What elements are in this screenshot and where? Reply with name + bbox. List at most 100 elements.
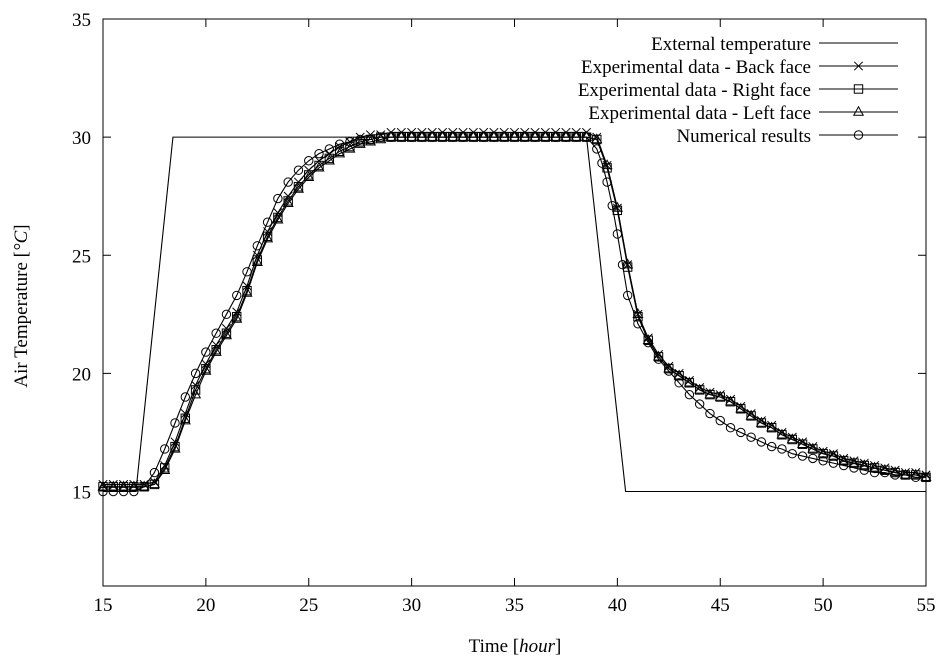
data-point	[725, 423, 736, 433]
data-point	[324, 144, 335, 154]
data-point	[632, 308, 644, 319]
data-point	[252, 241, 263, 251]
data-point	[139, 482, 149, 492]
x-tick-label: 50	[814, 595, 833, 616]
data-point	[252, 255, 263, 265]
data-point	[786, 433, 798, 444]
y-tick-label: 15	[72, 483, 91, 504]
data-point	[448, 132, 458, 142]
data-point	[715, 415, 725, 426]
data-point	[376, 132, 386, 142]
data-point	[591, 133, 603, 144]
data-point	[386, 132, 396, 142]
data-point	[148, 478, 160, 489]
data-point	[839, 460, 849, 471]
data-point	[467, 130, 479, 141]
data-point	[282, 197, 294, 207]
data-point	[395, 130, 407, 141]
data-point	[242, 267, 252, 277]
legend-entry-label: External temperature	[651, 34, 811, 55]
data-point	[293, 165, 304, 175]
x-tick-label: 15	[94, 595, 113, 616]
data-point	[211, 328, 221, 338]
data-point	[611, 201, 623, 212]
data-point	[292, 182, 305, 193]
data-point	[251, 256, 263, 267]
data-point	[921, 472, 931, 483]
data-point	[550, 130, 562, 141]
data-point	[617, 260, 628, 270]
data-point	[570, 130, 582, 141]
data-point	[735, 402, 747, 413]
legend-entry-label: Experimental data - Right face	[578, 80, 811, 101]
data-point	[344, 142, 356, 153]
data-point	[211, 345, 221, 355]
data-point	[508, 130, 521, 141]
data-point	[406, 132, 417, 142]
data-point	[314, 148, 324, 159]
data-point	[838, 454, 850, 465]
data-point	[221, 328, 232, 338]
data-point	[426, 130, 438, 141]
data-point	[210, 345, 222, 356]
data-point	[169, 442, 181, 453]
data-point	[694, 383, 706, 394]
data-point	[714, 390, 726, 401]
data-point	[633, 319, 643, 329]
data-point	[674, 378, 684, 388]
data-point	[797, 451, 808, 461]
data-point	[869, 461, 881, 472]
data-point	[560, 130, 572, 141]
data-point	[107, 480, 119, 491]
data-point	[190, 368, 201, 379]
data-point	[529, 130, 541, 141]
data-point	[160, 463, 170, 473]
data-point	[262, 217, 273, 227]
y-tick-label: 20	[72, 364, 91, 385]
data-point	[890, 470, 900, 480]
data-point	[478, 132, 489, 142]
data-point	[427, 132, 437, 142]
data-point	[705, 408, 715, 419]
data-point	[385, 130, 397, 141]
x-axis-label: Time [hour]	[469, 636, 562, 657]
data-point	[520, 132, 530, 142]
data-point	[601, 159, 613, 170]
data-point	[848, 456, 860, 467]
data-point	[313, 161, 325, 172]
data-point	[550, 132, 561, 142]
series-line	[103, 136, 927, 488]
data-point	[787, 449, 797, 459]
data-point	[796, 438, 809, 448]
data-point	[468, 132, 479, 142]
data-point	[447, 130, 459, 141]
data-point	[364, 135, 377, 146]
data-point	[283, 177, 293, 187]
data-point	[581, 132, 592, 142]
legend-entry-marker	[853, 130, 864, 140]
data-point	[602, 177, 612, 187]
data-point	[129, 486, 139, 497]
data-point	[396, 132, 407, 142]
y-axis: 15 20 25 30 35	[72, 10, 926, 504]
data-point	[664, 366, 674, 376]
data-point	[683, 376, 695, 387]
data-point	[498, 130, 510, 141]
series-line	[103, 136, 927, 488]
data-point	[571, 132, 581, 142]
data-point	[272, 213, 284, 224]
legend: External temperature Experimental data - …	[578, 34, 898, 147]
data-point	[273, 212, 283, 223]
data-point	[437, 132, 448, 142]
data-point	[756, 437, 767, 447]
data-point	[622, 258, 634, 269]
data-point	[458, 132, 468, 142]
legend-entry-marker	[853, 61, 864, 71]
data-point	[201, 363, 211, 374]
data-point	[180, 413, 191, 423]
data-point	[200, 364, 212, 375]
y-tick-label: 30	[72, 128, 91, 149]
data-point	[160, 444, 170, 454]
x-axis: 15 20 25 30 35 40 45 50 55	[94, 19, 936, 616]
